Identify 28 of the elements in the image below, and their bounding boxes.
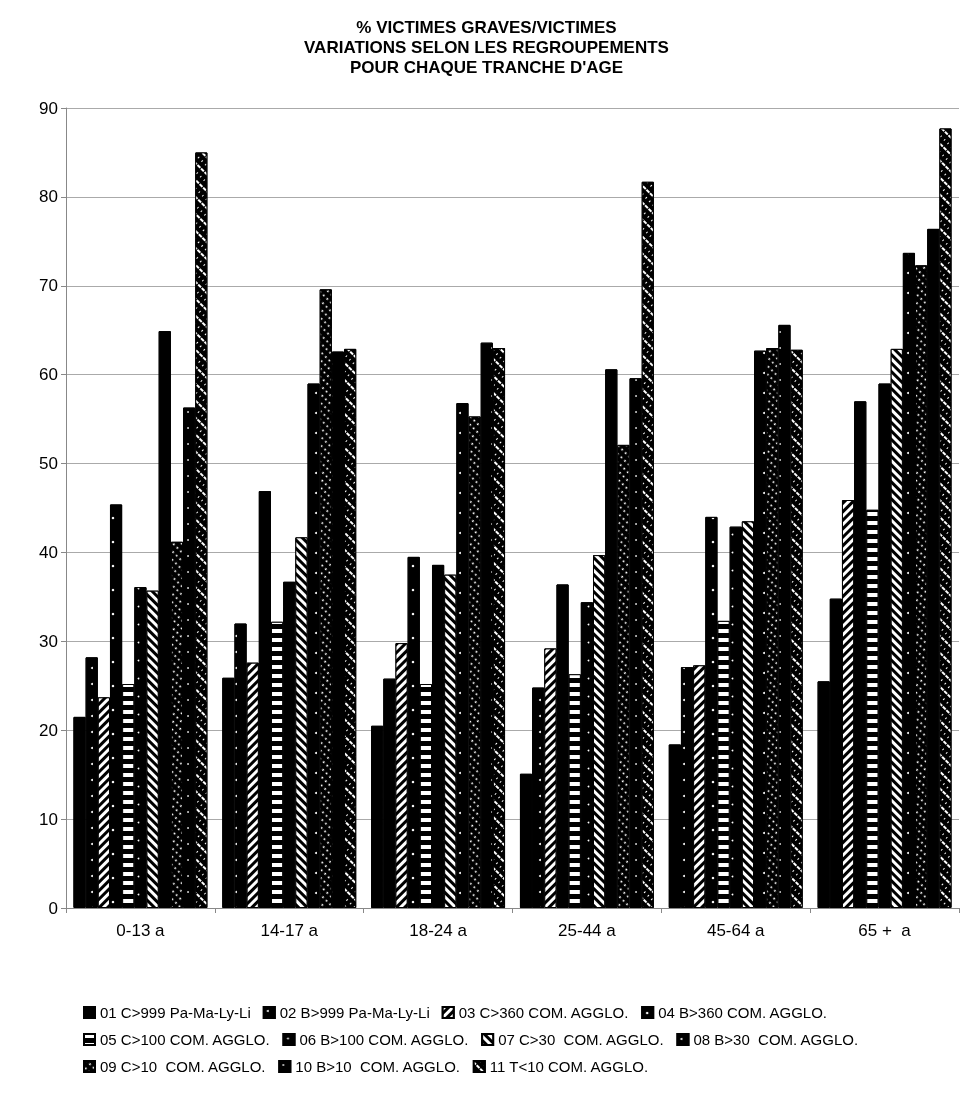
legend-label: 08 B>30 COM. AGGLO. (693, 1031, 859, 1048)
x-tick-label: 18-24 a (409, 921, 468, 940)
x-tick-label: 65 + a (858, 921, 912, 940)
y-tick-label: 60 (39, 365, 58, 385)
y-tick-label: 40 (39, 542, 58, 562)
y-tick-label: 10 (39, 809, 58, 829)
legend-label: 09 C>10 COM. AGGLO. (100, 1058, 266, 1075)
y-tick-label: 0 (48, 898, 58, 918)
legend-label: 01 C>999 Pa-Ma-Ly-Li (100, 1004, 251, 1021)
legend-label: 06 B>100 COM. AGGLO. (299, 1031, 469, 1048)
x-tick-label: 0-13 a (116, 921, 166, 940)
legend-label: 10 B>10 COM. AGGLO. (295, 1058, 460, 1075)
legend-label: 05 C>100 COM. AGGLO. (100, 1031, 270, 1048)
legend-label: 07 C>30 COM. AGGLO. (498, 1031, 664, 1048)
legend-label: 02 B>999 Pa-Ma-Ly-Li (279, 1004, 430, 1021)
y-tick-label: 80 (39, 187, 58, 207)
y-tick-label: 30 (39, 631, 58, 651)
y-tick-label: 20 (39, 720, 58, 740)
chart-title: % VICTIMES GRAVES/VICTIMES VARIATIONS SELON LES REGROUPEMENTS POUR CHAQUE TRANCHE D'AGE (304, 17, 669, 77)
y-tick-label: 50 (39, 454, 58, 474)
x-tick-label: 45-64 a (706, 921, 766, 940)
legend-label: 11 T<10 COM. AGGLO. (489, 1058, 649, 1075)
y-tick-label: 90 (39, 98, 58, 118)
legend-label: 03 C>360 COM. AGGLO. (458, 1004, 629, 1021)
y-tick-label: 70 (39, 276, 58, 296)
legend-label: 04 B>360 COM. AGGLO. (658, 1004, 828, 1021)
x-tick-label: 25-44 a (558, 921, 617, 940)
x-tick-label: 14-17 a (260, 921, 319, 940)
